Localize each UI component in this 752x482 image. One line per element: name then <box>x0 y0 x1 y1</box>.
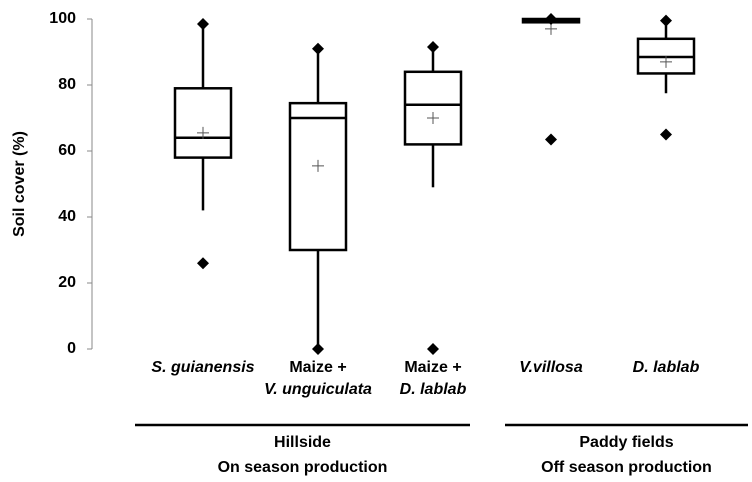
extreme-point <box>427 343 439 355</box>
y-tick-label: 100 <box>49 10 76 27</box>
extreme-point <box>197 17 209 30</box>
extreme-point <box>427 41 439 54</box>
group-label: Hillside <box>274 434 331 451</box>
group-label: Paddy fields <box>579 434 673 451</box>
extreme-point <box>197 257 209 270</box>
extreme-point <box>545 133 557 146</box>
x-tick-label: V.villosa <box>519 359 583 376</box>
box <box>403 70 463 146</box>
x-tick-label: V. unguiculata <box>264 381 372 398</box>
mean-marker <box>312 159 324 172</box>
group-label: Off season production <box>541 459 712 476</box>
box <box>173 87 233 159</box>
x-tick-label: Maize + <box>289 359 346 376</box>
y-tick-label: 40 <box>58 208 76 225</box>
y-tick-label: 20 <box>58 274 76 291</box>
y-tick-label: 60 <box>58 142 76 159</box>
y-tick-label: 80 <box>58 76 76 93</box>
x-tick-label: S. guianensis <box>151 359 254 376</box>
mean-marker <box>660 55 672 68</box>
extreme-point <box>312 343 324 355</box>
extreme-point <box>660 128 672 141</box>
extreme-point <box>545 13 557 25</box>
group-label: On season production <box>218 459 388 476</box>
mean-marker <box>427 112 439 124</box>
extreme-point <box>312 42 324 55</box>
y-tick-label: 0 <box>67 340 76 357</box>
extreme-point <box>660 14 672 27</box>
y-axis-label: Soil cover (%) <box>11 131 28 237</box>
x-tick-label: Maize + <box>404 359 461 376</box>
mean-marker <box>197 126 209 139</box>
x-tick-label: D. lablab <box>400 381 467 398</box>
box <box>288 101 348 252</box>
x-tick-label: D. lablab <box>633 359 700 376</box>
